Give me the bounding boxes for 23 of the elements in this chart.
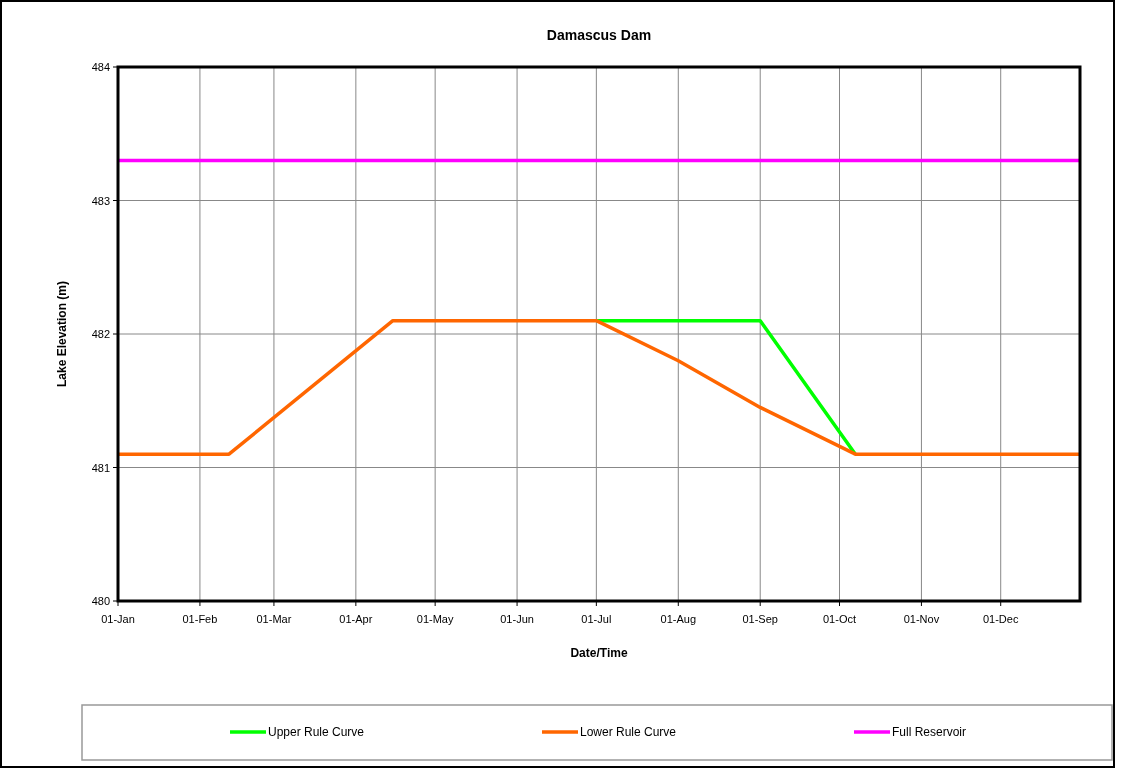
x-tick-label: 01-Apr <box>339 613 373 625</box>
legend-label: Upper Rule Curve <box>268 725 365 739</box>
y-tick-label: 480 <box>91 595 110 607</box>
y-axis-title: Lake Elevation (m) <box>55 280 69 388</box>
x-tick-label: 01-Jan <box>101 613 135 625</box>
y-tick-label: 484 <box>91 61 110 73</box>
y-tick-label: 483 <box>91 194 110 207</box>
x-tick-label: 01-Jun <box>500 613 534 625</box>
x-tick-label: 01-Nov <box>903 613 940 625</box>
x-axis-title: Date/Time <box>570 646 628 660</box>
chart-title: Damascus Dam <box>546 27 652 43</box>
x-tick-label: 01-Mar <box>256 613 292 625</box>
legend-label: Full Reservoir <box>892 725 967 739</box>
legend-label: Lower Rule Curve <box>580 725 677 739</box>
x-tick-label: 01-Oct <box>822 613 857 625</box>
x-tick-label: 01-Sep <box>742 613 778 625</box>
y-tick-label: 482 <box>91 328 110 340</box>
y-tick-label: 481 <box>91 461 110 474</box>
x-tick-label: 01-Aug <box>660 613 697 625</box>
x-tick-label: 01-Jul <box>581 613 612 625</box>
x-tick-label: 01-Feb <box>182 613 218 625</box>
x-tick-label: 01-May <box>416 613 454 625</box>
x-tick-label: 01-Dec <box>982 613 1019 625</box>
